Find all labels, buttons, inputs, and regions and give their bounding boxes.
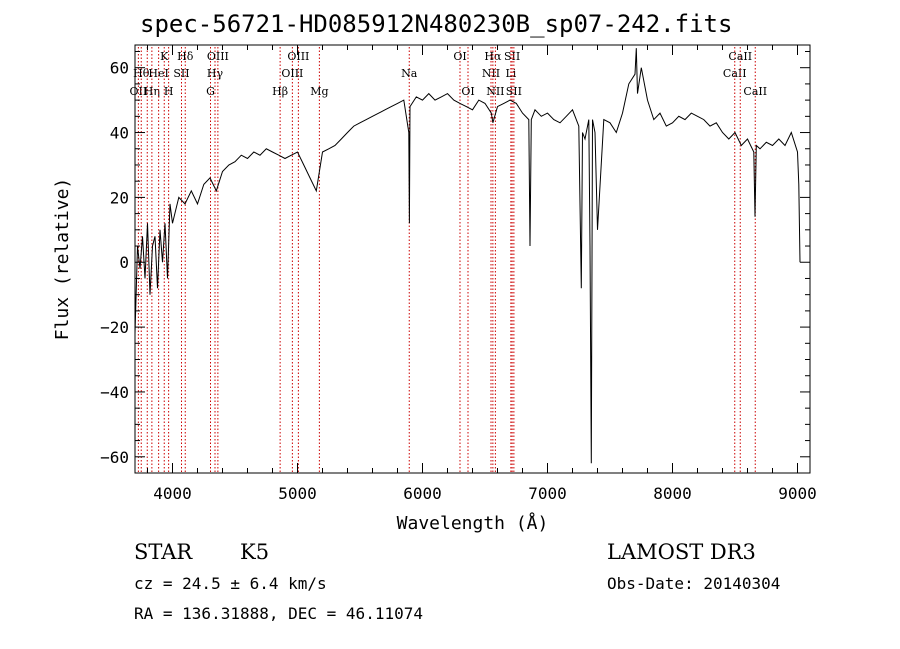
x-tick-label: 7000 [528, 484, 567, 503]
marker-label: CaII [723, 67, 747, 80]
marker-label: SII [504, 50, 520, 63]
marker-label: HeI [148, 67, 168, 80]
y-tick-label: 20 [110, 188, 129, 207]
marker-label: OIII [207, 50, 229, 63]
redshift-cz: cz = 24.5 ± 6.4 km/s [134, 574, 327, 593]
marker-label: Hη [144, 85, 160, 98]
y-tick-label: 60 [110, 59, 129, 78]
spectrum-line [134, 48, 801, 464]
obs-date: Obs-Date: 20140304 [607, 574, 781, 593]
marker-label: Na [401, 67, 418, 80]
marker-label: OI [461, 85, 474, 98]
x-tick-label: 9000 [778, 484, 817, 503]
marker-label: OIII [281, 67, 303, 80]
y-tick-label: −60 [100, 448, 129, 467]
marker-label: OIII [287, 50, 309, 63]
marker-label: G [206, 85, 215, 98]
marker-label: Hγ [207, 67, 224, 80]
marker-label: CaII [728, 50, 752, 63]
ra-dec: RA = 136.31888, DEC = 46.11074 [134, 604, 423, 623]
marker-label: SII [506, 85, 522, 98]
marker-label: SII [173, 67, 189, 80]
marker-label: Mg [310, 85, 328, 98]
marker-label: Hθ [133, 67, 150, 80]
marker-label: Li [505, 67, 516, 80]
y-tick-label: 0 [119, 253, 129, 272]
line-markers: OII Hθ Hη HeI K H SII Hδ G Hγ OIII Hβ OIII OIII Mg Na OI… [130, 47, 767, 473]
marker-label: OII [130, 85, 148, 98]
x-axis-label: Wavelength (Å) [397, 512, 549, 534]
axes: 4000 5000 6000 7000 8000 9000 −60 −40 −20 0 20 40 60… [52, 44, 817, 534]
marker-label: Hδ [177, 50, 194, 63]
marker-label: CaII [743, 85, 767, 98]
y-tick-label: −40 [100, 383, 129, 402]
object-class: STAR [134, 540, 193, 564]
x-tick-label: 4000 [153, 484, 192, 503]
y-tick-label: −20 [100, 318, 129, 337]
x-tick-label: 6000 [403, 484, 442, 503]
marker-label: NII [486, 85, 504, 98]
x-tick-label: 5000 [278, 484, 317, 503]
marker-label: H [164, 85, 174, 98]
y-axis-label: Flux (relative) [52, 178, 73, 341]
marker-label: OI [453, 50, 466, 63]
marker-label: Hα [484, 50, 502, 63]
x-tick-label: 8000 [653, 484, 692, 503]
marker-label: K [160, 50, 169, 63]
spectrum-series [134, 48, 801, 464]
object-subclass: K5 [240, 540, 270, 564]
chart-title: spec-56721-HD085912N480230B_sp07-242.fit… [140, 10, 733, 38]
marker-label: Hβ [272, 85, 288, 98]
y-tick-label: 40 [110, 124, 129, 143]
marker-label: NII [482, 67, 500, 80]
survey-label: LAMOST DR3 [607, 540, 756, 564]
